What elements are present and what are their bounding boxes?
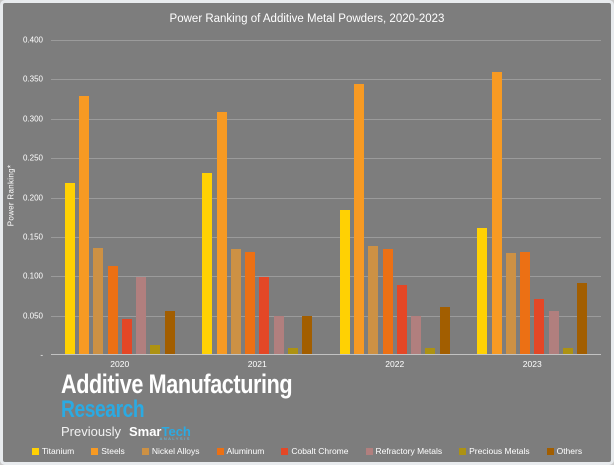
- brand-previously-row: Previously SmarTech ANALYSIS: [61, 424, 350, 441]
- plot-area: [51, 40, 601, 355]
- bar-precious-metals-2021: [287, 347, 298, 354]
- brand-name-line2: Research: [61, 396, 145, 423]
- legend-swatch-icon: [91, 447, 99, 455]
- y-tick-label: 0.200: [22, 193, 43, 202]
- legend-item-cobalt-chrome: Cobalt Chrome: [281, 446, 349, 456]
- legend-label: Steels: [101, 446, 125, 456]
- bar-nickel-alloys-2022: [368, 246, 379, 354]
- legend-item-precious-metals: Precious Metals: [459, 446, 530, 456]
- y-tick-label: 0.250: [22, 153, 43, 163]
- x-axis-labels: 2020 2021 2022 2023: [51, 359, 601, 369]
- legend-swatch-icon: [365, 447, 373, 455]
- bar-others-2021: [302, 316, 313, 354]
- bar-steels-2021: [216, 112, 227, 354]
- gridline: [51, 236, 601, 238]
- bar-refractory-metals-2020: [136, 276, 147, 354]
- gridline: [51, 315, 601, 317]
- x-axis-label-2021: 2021: [247, 359, 267, 369]
- bar-nickel-alloys-2021: [230, 249, 241, 354]
- y-tick-label: 0.300: [22, 114, 43, 124]
- bar-precious-metals-2020: [150, 344, 161, 354]
- x-axis-label-2020: 2020: [110, 359, 130, 369]
- bar-cobalt-chrome-2022: [396, 284, 407, 354]
- legend-item-refractory-metals: Refractory Metals: [365, 446, 443, 456]
- bar-group-2022: [339, 40, 450, 354]
- bar-nickel-alloys-2020: [93, 247, 104, 354]
- y-axis-tick-labels: 0.400 0.350 0.300 0.250 0.200 0.150 0.100 0.050…: [3, 36, 45, 360]
- bar-titanium-2020: [64, 183, 75, 354]
- bar-cobalt-chrome-2020: [121, 318, 132, 354]
- x-axis-label-2023: 2023: [522, 359, 542, 369]
- bar-precious-metals-2023: [562, 347, 573, 354]
- legend-label: Refractory Metals: [375, 446, 443, 456]
- smartech-logo-analysis: ANALYSIS: [159, 436, 191, 441]
- chart-legend: Titanium Steels Nickel Alloys Aluminum Cobal…: [3, 446, 611, 456]
- legend-swatch-icon: [31, 447, 39, 455]
- legend-swatch-icon: [281, 447, 289, 455]
- legend-item-titanium: Titanium: [31, 446, 75, 456]
- smartech-logo-smar: Smar: [128, 424, 162, 439]
- legend-swatch-icon: [546, 447, 554, 455]
- bar-cobalt-chrome-2021: [259, 276, 270, 354]
- bar-precious-metals-2022: [425, 347, 436, 354]
- legend-label: Nickel Alloys: [151, 446, 200, 456]
- y-tick-label: 0.350: [22, 74, 43, 84]
- y-tick-label: 0.400: [22, 35, 43, 45]
- legend-swatch-icon: [141, 447, 149, 455]
- y-tick-label: 0.150: [22, 232, 43, 242]
- gridline: [51, 118, 601, 120]
- legend-item-nickel-alloys: Nickel Alloys: [141, 446, 200, 456]
- bar-refractory-metals-2023: [548, 310, 559, 354]
- bar-nickel-alloys-2023: [505, 253, 516, 354]
- y-tick-label: 0.100: [22, 271, 43, 281]
- bar-others-2020: [164, 310, 175, 354]
- bar-group-2021: [202, 40, 313, 354]
- gridline: [51, 276, 601, 278]
- legend-label: Cobalt Chrome: [291, 446, 349, 456]
- previously-label: Previously: [61, 424, 121, 439]
- bar-titanium-2022: [339, 209, 350, 354]
- bar-others-2022: [439, 306, 450, 354]
- gridline: [51, 158, 601, 160]
- bar-steels-2020: [79, 95, 90, 354]
- bar-steels-2022: [354, 83, 365, 354]
- gridline: [51, 79, 601, 81]
- bar-titanium-2023: [477, 228, 488, 354]
- bar-refractory-metals-2021: [273, 316, 284, 354]
- bar-aluminum-2023: [520, 251, 531, 354]
- y-tick-label: 0.050: [22, 311, 43, 321]
- y-tick-label: -: [40, 350, 43, 360]
- bar-aluminum-2022: [382, 249, 393, 354]
- legend-swatch-icon: [216, 447, 224, 455]
- brand-name-line1: Additive Manufacturing: [61, 369, 293, 399]
- bar-cobalt-chrome-2023: [534, 298, 545, 354]
- legend-label: Others: [556, 446, 583, 456]
- bar-aluminum-2020: [107, 265, 118, 354]
- bar-refractory-metals-2022: [411, 316, 422, 354]
- x-axis-label-2022: 2022: [385, 359, 405, 369]
- gridline: [51, 197, 601, 199]
- legend-label: Precious Metals: [469, 446, 530, 456]
- legend-label: Aluminum: [226, 446, 265, 456]
- smartech-logo-tech: Tech: [161, 424, 191, 439]
- gridline: [51, 40, 601, 41]
- bar-steels-2023: [491, 72, 502, 354]
- legend-swatch-icon: [459, 447, 467, 455]
- legend-item-aluminum: Aluminum: [216, 446, 265, 456]
- bar-aluminum-2021: [245, 251, 256, 354]
- legend-label: Titanium: [41, 446, 75, 456]
- bar-group-2023: [477, 40, 588, 354]
- bar-group-2020: [64, 40, 175, 354]
- bar-titanium-2021: [202, 172, 213, 354]
- bar-others-2023: [577, 283, 588, 354]
- legend-item-others: Others: [546, 446, 583, 456]
- smartech-logo: SmarTech ANALYSIS: [128, 424, 191, 441]
- chart-title: Power Ranking of Additive Metal Powders,…: [169, 13, 445, 25]
- legend-item-steels: Steels: [91, 446, 125, 456]
- brand-footer: Additive Manufacturing Research Previous…: [61, 369, 350, 442]
